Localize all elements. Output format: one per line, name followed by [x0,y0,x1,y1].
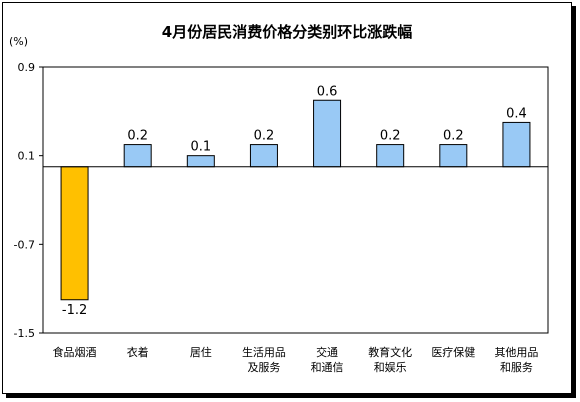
y-tick-label: -1.5 [14,327,35,340]
bar-value-label: 0.2 [380,129,401,144]
x-category-label: 教育文化 [368,345,412,359]
x-category-label: 医疗保健 [431,345,475,359]
bar-chart: 4月份居民消费价格分类别环比涨跌幅 (%) 0.9 0.1 -0.7 -1.5 -1.2… [9,23,549,374]
plot-border [42,66,549,334]
x-category-label: 交通 [316,345,338,359]
y-axis-unit: (%) [9,35,28,48]
chart-frame: 4月份居民消费价格分类别环比涨跌幅 (%) 0.9 0.1 -0.7 -1.5 -1.2… [2,2,572,394]
bar-value-label: -1.2 [62,303,87,318]
x-category-label: 衣着 [127,345,149,359]
bar-value-label: 0.2 [443,129,464,144]
y-tick-label: -0.7 [14,238,35,251]
bar [123,144,152,168]
bar [313,99,342,168]
y-tick-label: 0.9 [18,61,36,74]
x-category-label: 居住 [190,345,212,359]
bar-value-label: 0.6 [317,84,338,99]
bar [249,144,278,168]
plot-area: 0.9 0.1 -0.7 -1.5 -1.2 0.2 0.1 0.2 0.6 0.2 0.2 0.4 食… [14,61,549,374]
bar-value-label: 0.1 [190,140,211,155]
x-category-label: 和服务 [500,361,533,374]
bar-value-label: 0.2 [254,129,275,144]
chart-title: 4月份居民消费价格分类别环比涨跌幅 [162,23,412,41]
bar [439,144,468,168]
bar [502,121,531,168]
x-category-label: 和通信 [311,361,344,374]
bar [186,155,215,168]
x-category-label: 生活用品 [242,345,286,359]
bar-value-label: 0.4 [506,106,527,121]
y-tick-label: 0.1 [18,150,36,163]
x-category-label: 食品烟酒 [53,345,97,359]
bar-value-label: 0.2 [127,129,148,144]
x-category-label: 及服务 [247,361,280,374]
x-category-label: 和娱乐 [374,360,407,374]
x-category-label: 其他用品 [494,346,538,359]
bar [60,166,89,301]
bar [376,144,405,168]
